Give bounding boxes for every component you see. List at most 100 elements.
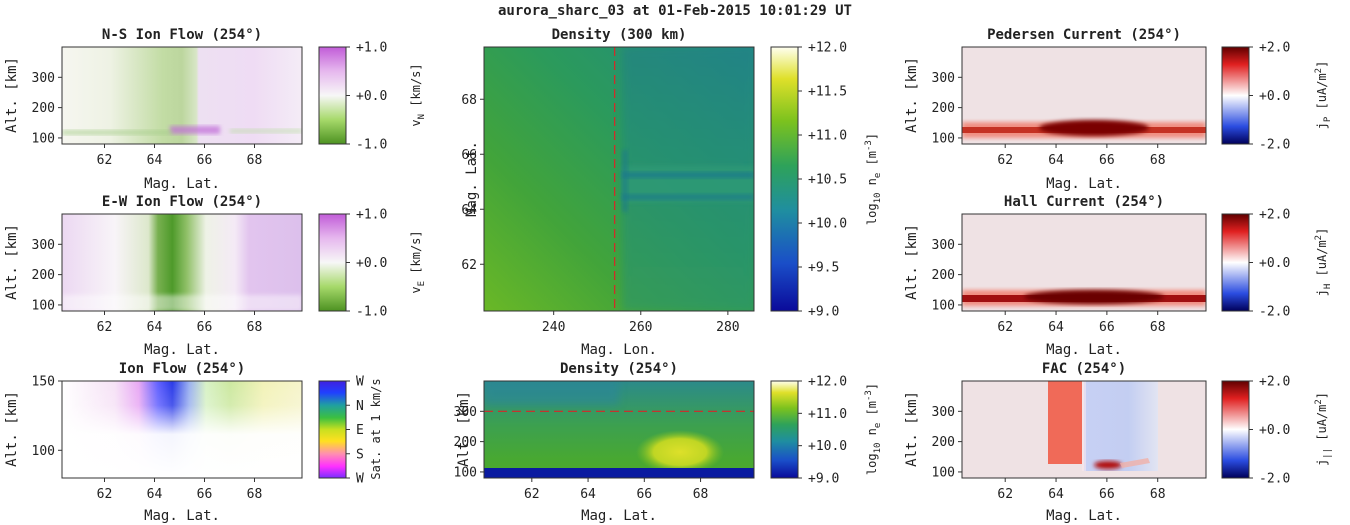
x-tick-label: 68	[1150, 487, 1166, 502]
colorbar-tick-label: +12.0	[808, 41, 847, 56]
x-tick-label: 66	[197, 320, 213, 335]
y-ticks: 100 200 300	[932, 405, 962, 480]
y-tick-label: 300	[32, 238, 55, 253]
y-tick-label: 200	[32, 101, 55, 116]
x-tick-label: 240	[542, 320, 565, 335]
y-tick-label: 200	[932, 435, 955, 450]
panel-title: Hall Current (254°)	[1004, 194, 1164, 210]
y-axis-label: Alt. [km]	[904, 57, 920, 133]
x-tick-label: 68	[247, 320, 263, 335]
colorbar: +1.0 +0.0 -1.0 vN [km/s]	[318, 41, 427, 153]
x-tick-label: 66	[1099, 153, 1115, 168]
colorbar-tick-label: +2.0	[1259, 375, 1290, 390]
colorbar-tick-label: -1.0	[356, 305, 387, 320]
heatmap-field	[484, 381, 754, 478]
y-tick-label: 62	[461, 258, 477, 273]
colorbar-tick-label: +10.0	[808, 217, 847, 232]
colorbar-tick-label: +11.0	[808, 129, 847, 144]
colorbar: +2.0 +0.0 -2.0 j|| [uA/m2]	[1221, 375, 1333, 487]
y-tick-label: 300	[932, 405, 955, 420]
colorbar-tick-label: +9.0	[808, 305, 839, 320]
colorbar-tick-label: +10.0	[808, 439, 847, 454]
y-tick-label: 300	[454, 405, 477, 420]
y-tick-label: 66	[461, 148, 477, 163]
y-axis-label: Alt. [km]	[456, 391, 472, 467]
colorbar-tick-label: +10.5	[808, 173, 847, 188]
x-axis-label: Mag. Lat.	[1046, 342, 1122, 358]
colorbar-tick-label: +0.0	[356, 89, 387, 104]
x-tick-label: 64	[147, 320, 163, 335]
colorbar-tick-label: +0.0	[1259, 256, 1290, 271]
x-tick-label: 62	[97, 487, 113, 502]
y-tick-label: 100	[932, 298, 955, 313]
panel-title: Density (254°)	[560, 361, 678, 377]
colorbar-tick-label: -2.0	[1259, 305, 1290, 320]
panel-density-254: Density (254°) 62 64 66 68 100 200 300 Mag. L…	[454, 361, 883, 524]
y-ticks: 100 150	[32, 375, 62, 459]
y-tick-label: 100	[932, 131, 955, 146]
heatmap-field	[62, 47, 302, 144]
y-ticks: 100 200 300	[454, 405, 484, 480]
heatmap-field	[62, 214, 302, 311]
panel-ew-ion-flow: E-W Ion Flow (254°) 62 64 66 68 100 200 300 M…	[4, 194, 427, 358]
heatmap-field	[962, 214, 1206, 311]
panel-title: Density (300 km)	[552, 27, 687, 43]
colorbar: +2.0 +0.0 -2.0 jH [uA/m2]	[1221, 208, 1333, 320]
x-tick-label: 64	[580, 487, 596, 502]
colorbar-label: log10 ne [m-3]	[864, 383, 883, 475]
y-axis-label: Alt. [km]	[4, 57, 20, 133]
colorbar-tick-label: W	[356, 375, 364, 390]
heatmap-field	[962, 381, 1206, 478]
x-ticks: 240 260 280	[542, 311, 740, 335]
heatmap-field	[62, 381, 302, 478]
colorbar: +12.0 +11.5 +11.0 +10.5 +10.0 +9.5 +9.0 log10 …	[770, 41, 883, 320]
x-axis-label: Mag. Lat.	[144, 176, 220, 192]
x-ticks: 62 64 66 68	[524, 478, 708, 502]
panel-ns-ion-flow: N-S Ion Flow (254°) 62 64 66 68 100 200 300 M…	[4, 27, 427, 192]
x-tick-label: 62	[97, 153, 113, 168]
colorbar-tick-label: E	[356, 423, 364, 438]
y-axis-label: Alt. [km]	[4, 391, 20, 467]
panel-hall-current: Hall Current (254°) 62 64 66 68 100 200 300 M…	[904, 194, 1333, 358]
colorbar-tick-label: +1.0	[356, 208, 387, 223]
colorbar-label: vN [km/s]	[409, 63, 427, 126]
x-tick-label: 68	[1150, 320, 1166, 335]
y-ticks: 100 200 300	[932, 238, 962, 313]
x-tick-label: 62	[997, 487, 1013, 502]
x-tick-label: 62	[524, 487, 540, 502]
x-tick-label: 66	[1099, 487, 1115, 502]
colorbar-tick-label: -2.0	[1259, 472, 1290, 487]
x-ticks: 62 64 66 68	[97, 144, 262, 168]
x-tick-label: 66	[1099, 320, 1115, 335]
x-ticks: 62 64 66 68	[997, 311, 1166, 335]
y-axis-label: Alt. [km]	[4, 224, 20, 300]
heatmap-field	[962, 47, 1206, 144]
x-axis-label: Mag. Lat.	[1046, 176, 1122, 192]
y-ticks: 100 200 300	[32, 238, 62, 313]
x-tick-label: 62	[997, 320, 1013, 335]
panel-pedersen-current: Pedersen Current (254°) 62 64 66 68 100 200 3…	[904, 27, 1333, 192]
x-ticks: 62 64 66 68	[97, 478, 262, 502]
y-tick-label: 300	[32, 71, 55, 86]
panel-title: N-S Ion Flow (254°)	[102, 27, 262, 43]
y-tick-label: 100	[454, 465, 477, 480]
x-ticks: 62 64 66 68	[97, 311, 263, 335]
colorbar-tick-label: +11.0	[808, 407, 847, 422]
colorbar-label: log10 ne [m-3]	[864, 133, 883, 225]
colorbar-tick-label: -1.0	[356, 138, 387, 153]
y-tick-label: 150	[32, 375, 55, 390]
colorbar-tick-label: W	[356, 472, 364, 487]
colorbar-tick-label: +11.5	[808, 85, 847, 100]
colorbar-tick-label: +9.0	[808, 472, 839, 487]
colorbar-tick-label: +12.0	[808, 375, 847, 390]
heatmap-field	[484, 47, 754, 311]
y-tick-label: 100	[32, 298, 55, 313]
y-axis-label: Alt. [km]	[904, 391, 920, 467]
x-tick-label: 66	[197, 487, 213, 502]
colorbar: +2.0 +0.0 -2.0 jP [uA/m2]	[1221, 41, 1333, 153]
x-tick-label: 68	[1150, 153, 1166, 168]
colorbar-tick-label: +1.0	[356, 41, 387, 56]
